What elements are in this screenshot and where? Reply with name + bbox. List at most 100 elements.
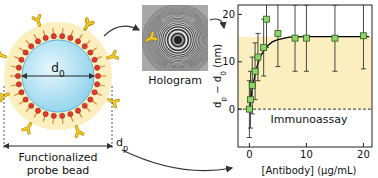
outer-shell (4, 22, 112, 130)
ring (161, 23, 194, 56)
ring (157, 19, 199, 61)
tail (96, 93, 101, 95)
head (51, 34, 56, 39)
antibody-outline (82, 20, 93, 31)
antibody-body (73, 126, 83, 137)
head (92, 57, 97, 62)
error-bar (250, 57, 255, 114)
x-tick (363, 143, 364, 147)
data-point (261, 45, 267, 51)
head (43, 35, 48, 40)
head (68, 35, 73, 40)
antibody-outline (145, 33, 156, 44)
ring (151, 13, 205, 67)
tail (10, 75, 16, 76)
antibody (107, 52, 118, 62)
ring (161, 23, 196, 58)
data-point (249, 82, 255, 88)
error-cap (293, 71, 298, 72)
antibody-body (0, 50, 7, 60)
antibody-outline (0, 91, 9, 101)
head (16, 82, 21, 87)
outer-guide (4, 86, 5, 150)
data-point (303, 35, 309, 41)
error-cap (247, 137, 252, 138)
error-cap (248, 128, 253, 129)
bead-caption: probe bead (27, 164, 90, 177)
y-tick-label: 20 (222, 9, 235, 20)
text-part: d (51, 61, 59, 75)
tail (62, 118, 64, 124)
head (29, 44, 34, 49)
data-point (252, 68, 258, 74)
ring (155, 17, 201, 63)
data-point (248, 97, 254, 103)
ring (153, 15, 203, 65)
ring (146, 8, 208, 71)
error-bar (293, 5, 298, 71)
x-tick-label: 0 (246, 149, 252, 160)
antibody (23, 122, 34, 133)
ring (145, 7, 208, 71)
antibody-body (23, 122, 34, 133)
tail (86, 40, 90, 44)
tail (26, 107, 30, 111)
error-bar (264, 5, 269, 48)
hologram (142, 5, 213, 76)
antibody-body (33, 16, 43, 27)
head (35, 39, 40, 44)
tail (99, 85, 105, 86)
ring (143, 5, 208, 71)
data-point (246, 106, 252, 112)
ring (144, 6, 208, 71)
text-part: − d (212, 76, 223, 97)
x-axis-label: [Antibody] (μg/mL) (262, 165, 357, 176)
text-part: d (116, 136, 123, 149)
ring (152, 14, 204, 66)
tail (92, 48, 97, 52)
tail (43, 116, 45, 122)
error-cap (332, 71, 337, 72)
y-axis-label: dp − d0 (nm) (212, 44, 228, 108)
plot-data (238, 5, 372, 138)
data-point (292, 35, 298, 41)
error-cap (304, 71, 309, 72)
tail (11, 66, 17, 67)
tail (52, 118, 54, 124)
error-cap (250, 113, 255, 114)
ring (156, 18, 199, 61)
ring (152, 14, 203, 65)
antibody-outline (0, 50, 7, 60)
error-bar (275, 5, 280, 67)
ring-center (174, 36, 182, 44)
y-tick-label: 0 (229, 104, 235, 115)
head (60, 34, 65, 39)
head (88, 97, 93, 102)
head (92, 90, 97, 95)
outer-diameter-arrow (4, 146, 112, 147)
x-tick-label: 10 (300, 149, 313, 160)
ring (167, 29, 188, 50)
y-tick-label: 10 (222, 56, 235, 67)
ring (151, 13, 206, 68)
tail (99, 66, 105, 67)
ring (159, 21, 197, 59)
arrow (122, 150, 232, 171)
antibody-outline (107, 96, 118, 106)
ring (162, 24, 193, 55)
error-bar (304, 5, 309, 71)
hologram-caption: Hologram (148, 74, 202, 87)
head (82, 44, 87, 49)
head (15, 73, 20, 78)
antibody (82, 20, 93, 31)
head (95, 73, 100, 78)
antibody (107, 96, 118, 106)
head (43, 111, 48, 116)
error-cap (253, 42, 258, 43)
ring (145, 7, 208, 71)
head (35, 108, 40, 113)
ring (154, 16, 203, 65)
tail (14, 56, 19, 58)
head (19, 90, 24, 95)
tail (43, 30, 45, 36)
